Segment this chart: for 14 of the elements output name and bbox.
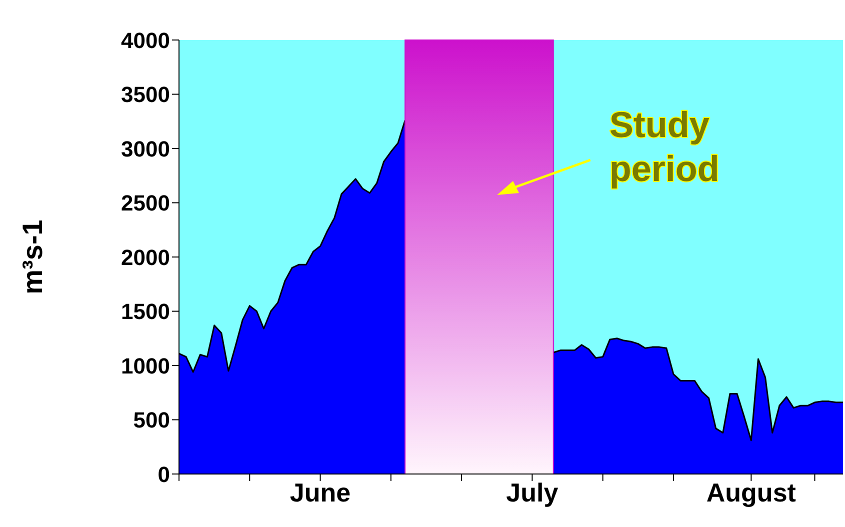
y-tick-label: 3000 [121,136,170,162]
y-tick-label: 2500 [121,190,170,216]
y-tick-label: 1500 [121,299,170,324]
x-tick-label: August [706,477,796,508]
y-tick-label: 500 [133,408,170,433]
y-axis-title: m³s-1 [16,220,48,294]
y-tick-label: 3500 [121,82,170,108]
y-tick-label: 0 [158,462,170,487]
y-tick-label: 2000 [121,244,170,270]
y-tick-label: 1000 [121,353,170,378]
band-label: Study period [609,104,720,189]
x-tick-label: June [290,477,351,508]
x-tick-label: July [506,477,559,508]
y-tick-label: 4000 [121,28,170,53]
